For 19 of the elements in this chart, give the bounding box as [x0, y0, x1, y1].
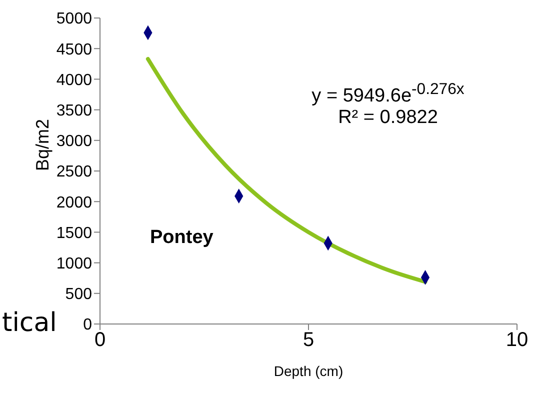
y-tick-label: 3500 — [56, 102, 92, 120]
x-tick-label: 10 — [506, 329, 528, 352]
annotation: y = 5949.6e$^{-0.276x}$ — [310, 81, 466, 106]
y-axis-title: Bq/m2 — [32, 118, 52, 171]
y-tick-label: 2000 — [56, 194, 92, 212]
text: tical — [2, 308, 57, 338]
y-tick-label: 5000 — [56, 10, 92, 28]
x-axis-title: Depth (cm) — [274, 363, 344, 379]
y-tick-label: 3000 — [56, 133, 92, 150]
y-tick-label: 4000 — [56, 72, 92, 89]
y-tick-label: 1000 — [56, 255, 92, 272]
y-tick-label: 500 — [65, 286, 92, 304]
y-tick-label: 1500 — [56, 224, 92, 242]
y-tick-label: 2500 — [56, 164, 92, 181]
x-tick-label: 5 — [302, 329, 314, 352]
y-tick-label: 0 — [83, 316, 92, 334]
y-tick-label: 4500 — [56, 41, 92, 58]
annotation: Pontey — [150, 227, 214, 248]
annotation: R² = 0.9822 — [337, 107, 439, 128]
